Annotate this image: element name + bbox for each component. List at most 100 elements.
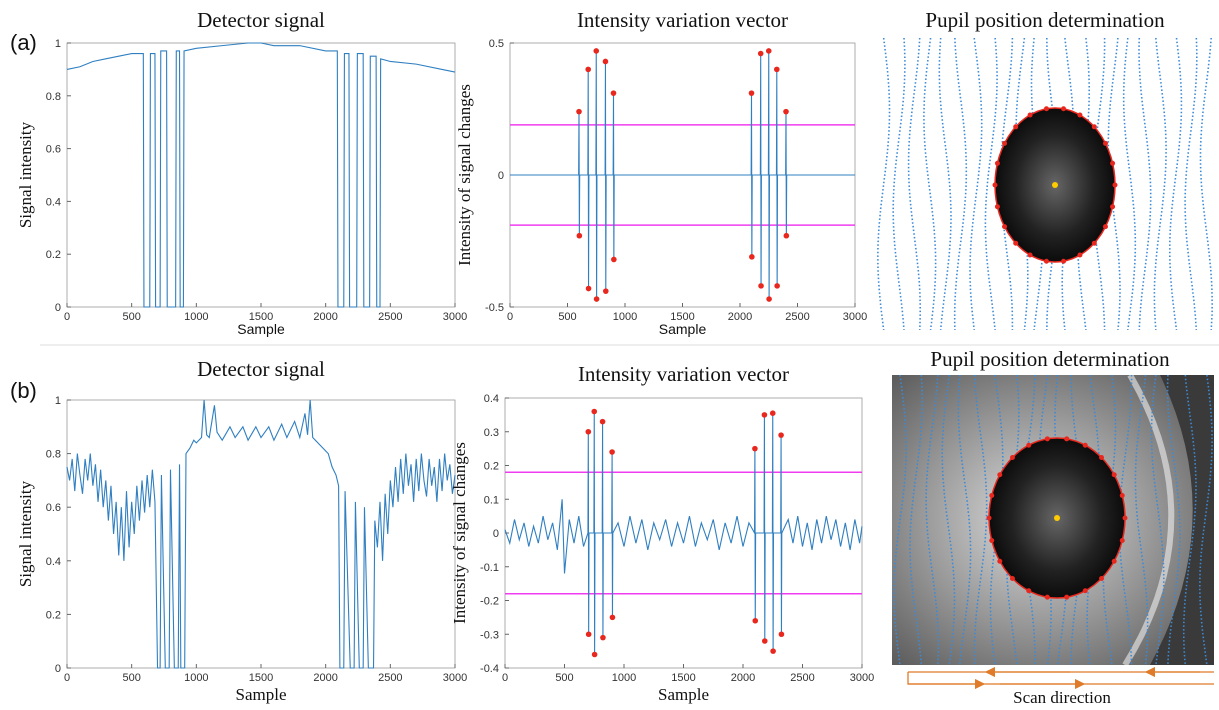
edge-point: [1091, 124, 1097, 130]
y-tick-label: 0.1: [484, 494, 499, 506]
y-tick-label: 0.3: [484, 427, 499, 439]
edge-point: [1102, 140, 1108, 146]
edge-point: [1043, 106, 1049, 112]
peak-point: [602, 288, 609, 294]
edge-point: [1064, 436, 1070, 442]
scan-line: [923, 38, 937, 330]
edge-point: [1027, 252, 1033, 258]
x-tick-label: 0: [64, 672, 70, 684]
chart-title: Intensity variation vector: [578, 362, 789, 386]
edge-point: [1002, 140, 1008, 146]
scan-line: [893, 375, 908, 665]
x-tick-label: 1000: [612, 672, 636, 684]
peak-point: [761, 638, 768, 644]
peak-point: [585, 428, 592, 435]
peak-point: [585, 285, 592, 292]
y-tick-label: 0.2: [46, 249, 61, 261]
x-tick-label: 3000: [843, 311, 867, 323]
scan-line: [938, 38, 952, 330]
scan-line: [1134, 375, 1149, 665]
scan-line: [1092, 38, 1106, 330]
edge-point: [1027, 112, 1033, 118]
panel-label: (a): [10, 30, 37, 55]
edge-point: [994, 160, 1000, 166]
edge-point: [1064, 594, 1070, 600]
scan-line: [1184, 38, 1198, 330]
edge-point: [1009, 455, 1015, 461]
x-tick-label: 2500: [378, 672, 402, 684]
edge-point: [1082, 442, 1088, 448]
edge-point: [1002, 224, 1008, 230]
y-tick-label: 0.6: [46, 144, 61, 156]
peak-point: [758, 283, 764, 289]
scan-line: [925, 375, 940, 665]
x-tick-label: 3000: [850, 672, 874, 684]
plot-area: [66, 42, 456, 308]
edge-point: [1102, 224, 1108, 230]
scan-arrows: [907, 666, 1214, 690]
y-tick-label: 0: [55, 302, 61, 314]
edge-point: [1119, 538, 1125, 544]
y-tick-label: 1: [55, 395, 61, 407]
edge-point: [1013, 124, 1019, 130]
edge-point: [1009, 575, 1015, 581]
y-tick-label: 0.2: [46, 609, 61, 621]
y-tick-label: 0.4: [484, 393, 499, 405]
y-tick-label: 1: [55, 38, 61, 50]
scan-line: [957, 375, 972, 665]
x-axis-label: Sample: [237, 321, 285, 337]
edge-point: [1111, 558, 1117, 564]
peak-point: [585, 631, 592, 638]
x-tick-label: 1500: [249, 672, 273, 684]
peak-point: [591, 408, 598, 415]
peak-point: [748, 90, 755, 96]
x-tick-label: 1000: [613, 311, 637, 323]
peak-point: [609, 614, 616, 621]
peak-point: [600, 634, 606, 641]
scan-line: [907, 38, 921, 330]
x-axis-label: Sample: [236, 685, 287, 704]
x-tick-label: 500: [558, 311, 576, 323]
scan-line: [1122, 38, 1137, 330]
edge-point: [1044, 436, 1050, 442]
peak-point: [765, 48, 772, 54]
y-tick-label: -0.5: [485, 302, 504, 314]
signal-line: [66, 399, 456, 669]
edge-point: [1119, 492, 1125, 498]
edge-point: [1110, 204, 1116, 210]
pupil-image: [876, 38, 1214, 330]
peak-point: [576, 108, 582, 115]
x-axis-label: Sample: [658, 685, 709, 704]
peak-point: [599, 418, 606, 425]
signal-line: [504, 411, 863, 655]
scan-line: [973, 375, 988, 665]
x-tick-label: 0: [64, 311, 70, 323]
y-tick-label: 0: [55, 663, 61, 675]
peak-point: [778, 631, 785, 638]
peak-point: [766, 296, 772, 302]
scan-line: [1138, 38, 1152, 330]
x-tick-label: 2000: [313, 311, 337, 323]
edge-point: [1061, 258, 1067, 264]
scan-line: [1046, 38, 1060, 330]
x-tick-label: 1500: [671, 672, 695, 684]
peak-point: [757, 50, 764, 57]
x-tick-label: 1500: [670, 311, 694, 323]
edge-point: [1077, 252, 1083, 258]
scan-line: [1000, 38, 1014, 330]
peak-point: [774, 66, 780, 73]
peak-point: [770, 648, 776, 654]
edge-point: [997, 558, 1003, 564]
peak-point: [611, 256, 617, 263]
y-tick-label: 0.8: [46, 449, 61, 461]
image-title: Pupil position determination: [930, 347, 1170, 371]
peak-point: [761, 412, 768, 418]
panel-label: (b): [10, 378, 37, 403]
scan-line: [1169, 38, 1183, 330]
peak-point: [752, 617, 759, 624]
y-tick-label: 0: [498, 170, 504, 182]
scan-line: [984, 38, 998, 330]
scan-line: [876, 38, 891, 330]
x-axis-label: Sample: [659, 321, 707, 337]
